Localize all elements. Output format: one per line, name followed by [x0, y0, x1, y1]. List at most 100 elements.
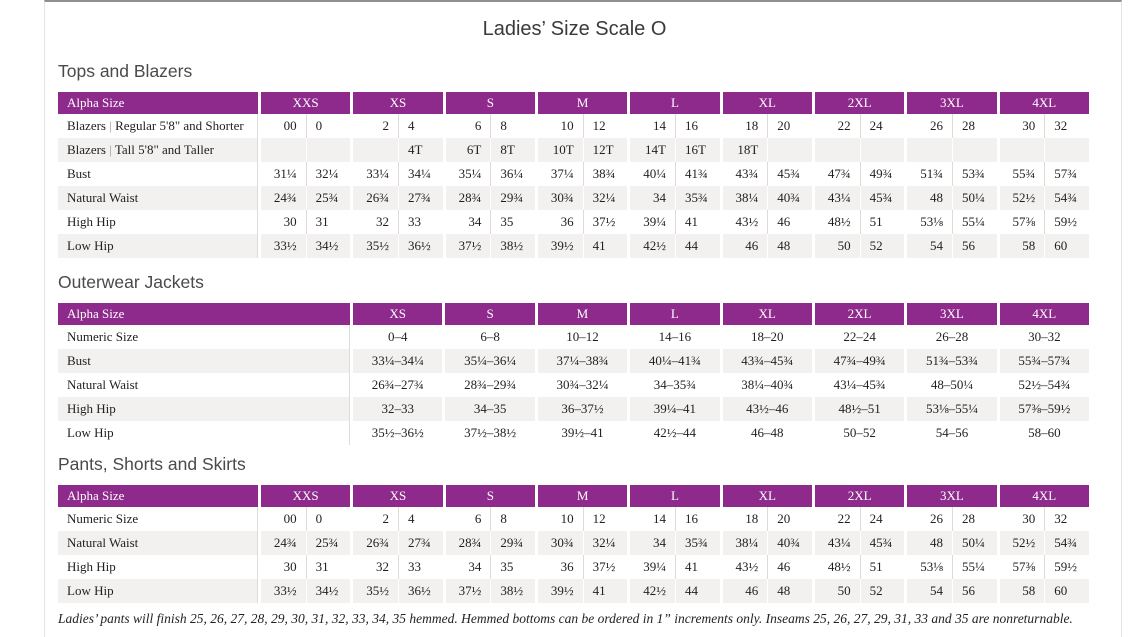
size-group-cell: 33½ 34½ — [261, 234, 351, 258]
size-value: 38¼ — [735, 535, 759, 550]
size-value: 48 — [767, 579, 812, 603]
size-value: 54–56 — [935, 425, 969, 440]
size-value: 32 — [375, 559, 389, 574]
header-label: Alpha Size — [58, 92, 258, 114]
size-value: 53⅛ — [920, 214, 943, 229]
size-value: 30 — [283, 559, 297, 574]
size-value: 32–33 — [353, 397, 443, 421]
size-group-cell: 51¾ 53¾ — [907, 162, 996, 186]
row-label: Natural Waist — [58, 373, 350, 397]
size-value: 51¾–53¾ — [907, 349, 997, 373]
size-value: 53¾ — [951, 162, 997, 186]
size-group-cell: 28¾ 29¾ — [445, 531, 535, 555]
size-value: 27¾ — [397, 531, 443, 555]
size-group-cell: 43¼ 45¾ — [814, 531, 905, 555]
size-value: 50 — [837, 583, 851, 598]
size-value: 60 — [1044, 234, 1089, 258]
size-value: 50–52 — [843, 425, 876, 440]
table-row: Natural Waist 24¾ 25¾ 26¾ 27¾ 28¾ 29¾ 30¾ 32¼ 34 3… — [58, 531, 1089, 555]
row-label: High Hip — [58, 555, 258, 579]
size-value: 27¾ — [397, 186, 443, 210]
size-group-cell: 36 37½ — [538, 210, 627, 234]
size-group-cell: 58 60 — [999, 234, 1089, 258]
page-title: Ladies’ Size Scale O — [482, 18, 667, 40]
row-label: Numeric Size — [58, 507, 258, 531]
size-value: 54¾ — [1044, 186, 1089, 210]
size-value: 20 — [767, 507, 812, 531]
size-value: 59½ — [1044, 210, 1089, 234]
size-group-cell: 00 0 — [261, 114, 350, 138]
size-group-cell: 31¼ 32¼ — [261, 162, 350, 186]
size-group-cell: 48½ 51 — [815, 210, 904, 234]
size-value: 51 — [859, 555, 905, 579]
column-header: XL — [722, 485, 812, 507]
size-group-cell: 39¼ 41 — [630, 210, 719, 234]
size-group-cell: 30¾ 32¼ — [537, 186, 628, 210]
table-row: Numeric Size 0–4 6–8 10–12 14–16 18–20 22–24 26… — [58, 325, 1089, 349]
header-row: Alpha Size XS S M L XL 2XL 3XL 4XL — [58, 303, 1089, 325]
size-table: Alpha Size XXS XS S M L XL 2XL 3XL 4XL Blazers | R… — [58, 92, 1089, 258]
size-value: 00 — [283, 511, 297, 526]
size-group-cell: 47¾ 49¾ — [815, 162, 904, 186]
size-value: 34½ — [305, 234, 351, 258]
size-value: 4 — [397, 507, 443, 531]
size-group-cell: 50 52 — [814, 579, 905, 603]
size-value — [353, 138, 398, 162]
size-group-cell: 38¼ 40¾ — [722, 531, 812, 555]
column-header: L — [630, 92, 720, 114]
size-value: 46–48 — [750, 425, 784, 440]
size-value: 35½–36½ — [371, 425, 424, 440]
size-group-cell — [814, 138, 905, 162]
size-value — [1000, 138, 1045, 162]
size-value: 12 — [582, 114, 628, 138]
size-value: 43¼–45¾ — [833, 377, 886, 392]
size-value: 54 — [929, 238, 943, 253]
column-header: 3XL — [907, 92, 997, 114]
size-value: 55¾–57¾ — [999, 349, 1089, 373]
size-value: 33 — [397, 555, 443, 579]
column-header: M — [537, 485, 628, 507]
size-group-cell: 34 35 — [446, 210, 535, 234]
size-value: 48–50¼ — [930, 377, 974, 392]
size-group-cell: 42½ 44 — [630, 234, 720, 258]
size-value: 49¾ — [859, 162, 905, 186]
column-header: S — [445, 92, 535, 114]
size-value: 34 — [468, 214, 482, 229]
document-page: Ladies’ Size Scale O Tops and Blazers Alp… — [44, 0, 1122, 637]
size-group-cell: 34 35¾ — [630, 531, 720, 555]
size-value: 60 — [1044, 579, 1089, 603]
size-value: 43¾ — [735, 166, 759, 181]
size-value: 37½ — [458, 583, 482, 598]
size-value: 32 — [375, 214, 389, 229]
size-value: 14 — [652, 118, 666, 133]
column-header: 3XL — [907, 303, 997, 325]
size-value: 55¼ — [951, 210, 997, 234]
table-row: Low Hip 33½ 34½ 35½ 36½ 37½ 38½ 39½ 41 42½ 44 46 48 5… — [58, 234, 1089, 258]
size-value — [1044, 138, 1089, 162]
size-value: 8T — [490, 138, 535, 162]
size-value: 39½ — [550, 238, 574, 253]
size-value: 29¾ — [490, 186, 535, 210]
label-separator: | — [109, 142, 112, 157]
size-value: 12T — [582, 138, 628, 162]
size-value: 16T — [674, 138, 720, 162]
size-value: 40¼ — [643, 166, 666, 181]
table-row: Low Hip 35½–36½ 37½–38½ 39½–41 42½–44 46–48 50… — [58, 421, 1089, 445]
size-value: 10T — [552, 142, 574, 157]
size-value: 10–12 — [566, 329, 599, 344]
size-value: 33¼ — [366, 166, 389, 181]
size-group-cell: 33¼ 34¼ — [353, 162, 442, 186]
row-label: High Hip — [58, 397, 350, 421]
size-value: 26¾ — [366, 535, 389, 550]
size-group-cell: 52½ 54¾ — [999, 186, 1089, 210]
size-value: 37½ — [458, 238, 482, 253]
size-value: 41¾ — [674, 162, 720, 186]
size-group-cell: 48 50¼ — [907, 186, 997, 210]
size-value: 47¾ — [827, 166, 851, 181]
size-value: 00 — [283, 118, 297, 133]
size-value: 34 — [468, 559, 482, 574]
size-value: 30¾ — [550, 190, 574, 205]
column-header: 2XL — [814, 485, 905, 507]
size-value: 34 — [652, 535, 666, 550]
size-value: 36 — [560, 214, 574, 229]
